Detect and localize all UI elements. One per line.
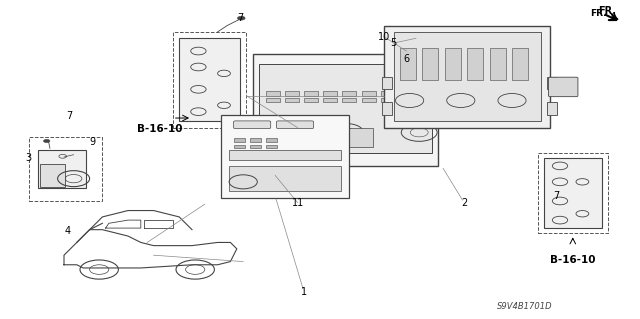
FancyBboxPatch shape [548, 77, 578, 97]
FancyBboxPatch shape [323, 91, 337, 96]
FancyBboxPatch shape [512, 48, 528, 80]
FancyBboxPatch shape [250, 138, 261, 142]
FancyBboxPatch shape [382, 77, 392, 89]
Text: 4: 4 [64, 226, 70, 236]
FancyBboxPatch shape [266, 145, 277, 148]
FancyBboxPatch shape [229, 150, 341, 160]
FancyBboxPatch shape [304, 91, 318, 96]
FancyBboxPatch shape [547, 77, 557, 89]
FancyBboxPatch shape [234, 138, 245, 142]
FancyBboxPatch shape [400, 91, 414, 96]
Text: 1: 1 [301, 287, 307, 297]
FancyBboxPatch shape [221, 115, 349, 198]
FancyBboxPatch shape [250, 145, 261, 148]
Text: 10: 10 [378, 32, 390, 42]
Text: 9: 9 [90, 137, 96, 147]
FancyBboxPatch shape [362, 91, 376, 96]
FancyBboxPatch shape [400, 98, 414, 102]
FancyBboxPatch shape [285, 98, 299, 102]
FancyBboxPatch shape [381, 91, 395, 96]
Text: 2: 2 [461, 197, 467, 208]
FancyBboxPatch shape [38, 150, 86, 188]
Text: FR.: FR. [590, 9, 607, 18]
Circle shape [44, 139, 50, 143]
FancyBboxPatch shape [382, 102, 392, 115]
FancyBboxPatch shape [266, 138, 277, 142]
Text: B-16-10: B-16-10 [137, 124, 182, 134]
Text: 5: 5 [390, 38, 397, 48]
FancyBboxPatch shape [179, 38, 240, 121]
FancyBboxPatch shape [400, 48, 416, 80]
FancyBboxPatch shape [323, 98, 337, 102]
Text: FR.: FR. [598, 6, 618, 19]
FancyBboxPatch shape [394, 32, 541, 121]
FancyBboxPatch shape [266, 98, 280, 102]
FancyBboxPatch shape [384, 26, 550, 128]
Text: 11: 11 [291, 197, 304, 208]
FancyBboxPatch shape [229, 166, 341, 191]
Text: 7: 7 [66, 111, 72, 122]
FancyBboxPatch shape [544, 158, 602, 228]
FancyBboxPatch shape [40, 164, 65, 187]
FancyBboxPatch shape [276, 121, 314, 129]
FancyBboxPatch shape [342, 91, 356, 96]
Text: 6: 6 [403, 54, 410, 64]
FancyBboxPatch shape [381, 98, 395, 102]
Text: S9V4B1701D: S9V4B1701D [497, 302, 552, 311]
FancyBboxPatch shape [304, 98, 318, 102]
FancyBboxPatch shape [234, 121, 271, 129]
Text: 7: 7 [554, 191, 560, 201]
FancyBboxPatch shape [467, 48, 483, 80]
FancyBboxPatch shape [422, 48, 438, 80]
FancyBboxPatch shape [253, 54, 438, 166]
FancyBboxPatch shape [419, 91, 433, 96]
Text: B-16-10: B-16-10 [550, 255, 596, 265]
FancyBboxPatch shape [419, 98, 433, 102]
Circle shape [237, 16, 245, 20]
FancyBboxPatch shape [266, 91, 280, 96]
FancyBboxPatch shape [362, 98, 376, 102]
FancyBboxPatch shape [445, 48, 461, 80]
FancyBboxPatch shape [234, 145, 245, 148]
Text: 3: 3 [26, 153, 32, 163]
FancyBboxPatch shape [342, 98, 356, 102]
FancyBboxPatch shape [285, 91, 299, 96]
FancyBboxPatch shape [490, 48, 506, 80]
FancyBboxPatch shape [547, 102, 557, 115]
FancyBboxPatch shape [259, 64, 432, 153]
FancyBboxPatch shape [300, 128, 373, 147]
Text: 7: 7 [237, 12, 243, 23]
